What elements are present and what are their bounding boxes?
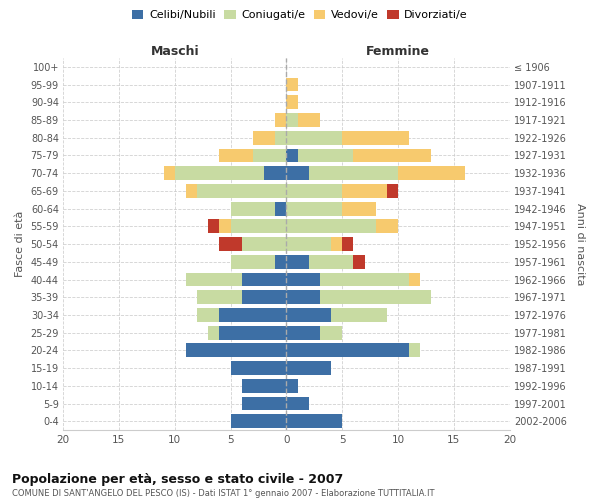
Bar (398, 166, 465, 180)
Bar (286, 131, 342, 144)
Bar (275, 131, 286, 144)
Bar (230, 414, 286, 428)
Bar (342, 184, 387, 198)
Y-axis label: Fasce di età: Fasce di età (15, 211, 25, 278)
Bar (164, 166, 175, 180)
Bar (308, 255, 353, 268)
Bar (175, 166, 264, 180)
Bar (286, 113, 298, 127)
Bar (286, 308, 331, 322)
Bar (230, 255, 275, 268)
Bar (242, 379, 286, 392)
Bar (298, 113, 320, 127)
Bar (376, 220, 398, 234)
Text: COMUNE DI SANT'ANGELO DEL PESCO (IS) - Dati ISTAT 1° gennaio 2007 - Elaborazione: COMUNE DI SANT'ANGELO DEL PESCO (IS) - D… (12, 489, 434, 498)
Bar (242, 396, 286, 410)
Bar (253, 131, 275, 144)
Bar (286, 220, 376, 234)
Bar (342, 131, 409, 144)
Bar (409, 344, 421, 357)
Bar (197, 290, 242, 304)
Bar (286, 396, 308, 410)
Bar (220, 326, 286, 340)
Bar (275, 255, 286, 268)
Bar (208, 220, 220, 234)
Bar (286, 202, 342, 215)
Bar (342, 202, 376, 215)
Bar (286, 361, 331, 375)
Bar (242, 237, 286, 251)
Bar (186, 184, 197, 198)
Bar (186, 272, 242, 286)
Bar (342, 237, 353, 251)
Bar (220, 308, 286, 322)
Bar (331, 308, 387, 322)
Legend: Celibi/Nubili, Coniugati/e, Vedovi/e, Divorziati/e: Celibi/Nubili, Coniugati/e, Vedovi/e, Di… (128, 6, 472, 25)
Bar (286, 78, 298, 92)
Bar (197, 308, 220, 322)
Bar (220, 148, 253, 162)
Bar (242, 272, 286, 286)
Bar (308, 166, 398, 180)
Text: Maschi: Maschi (151, 45, 199, 58)
Bar (242, 290, 286, 304)
Bar (387, 184, 398, 198)
Bar (264, 166, 286, 180)
Bar (186, 344, 286, 357)
Bar (298, 148, 353, 162)
Bar (320, 326, 342, 340)
Bar (353, 255, 365, 268)
Bar (409, 272, 421, 286)
Bar (286, 290, 320, 304)
Bar (286, 344, 409, 357)
Bar (320, 290, 431, 304)
Bar (220, 237, 242, 251)
Bar (286, 166, 308, 180)
Bar (286, 272, 320, 286)
Bar (197, 184, 286, 198)
Bar (208, 326, 220, 340)
Bar (331, 237, 342, 251)
Bar (286, 96, 298, 109)
Bar (353, 148, 431, 162)
Bar (230, 361, 286, 375)
Bar (275, 113, 286, 127)
Bar (320, 272, 409, 286)
Bar (286, 379, 298, 392)
Y-axis label: Anni di nascita: Anni di nascita (575, 203, 585, 285)
Text: Popolazione per età, sesso e stato civile - 2007: Popolazione per età, sesso e stato civil… (12, 472, 343, 486)
Bar (286, 255, 308, 268)
Bar (286, 148, 298, 162)
Bar (286, 237, 331, 251)
Text: Femmine: Femmine (366, 45, 430, 58)
Bar (275, 202, 286, 215)
Bar (286, 184, 342, 198)
Bar (230, 202, 275, 215)
Bar (286, 414, 342, 428)
Bar (286, 326, 320, 340)
Bar (253, 148, 286, 162)
Bar (220, 220, 230, 234)
Bar (230, 220, 286, 234)
